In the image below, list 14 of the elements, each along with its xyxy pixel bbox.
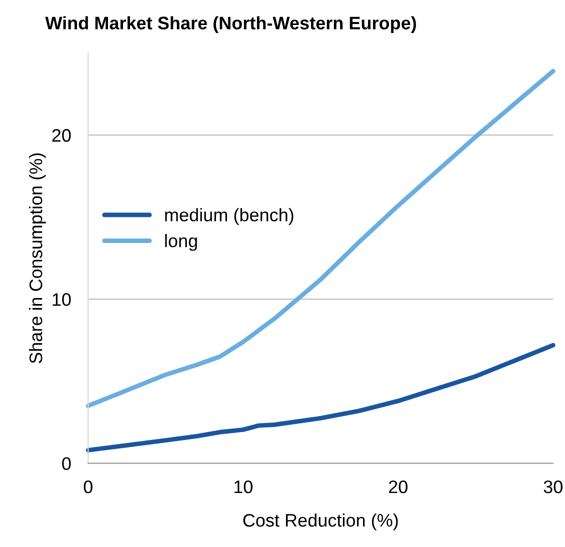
legend-label: long [165,234,197,251]
line-series [86,68,556,408]
x-tick-label: 20 [389,480,408,494]
x-tick-label: 10 [234,480,252,494]
x-axis-title: Cost Reduction (%) [243,513,398,530]
chart-title: Wind Market Share (North-Western Europe) [45,16,416,34]
y-tick-label: 10 [52,293,71,306]
x-tick-label: 0 [84,480,92,494]
x-tick-label: 30 [544,480,562,494]
line-series [86,342,556,452]
y-tick-label: 0 [62,457,71,470]
y-axis-title: Share in Consumption (%) [29,153,46,364]
y-tick-label: 20 [52,129,71,142]
legend-label: medium (bench) [165,208,294,225]
